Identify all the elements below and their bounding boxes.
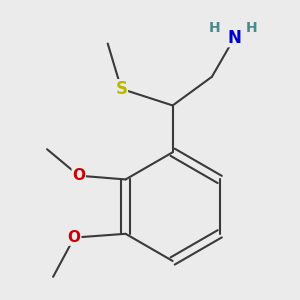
Text: H: H: [208, 21, 220, 35]
Text: O: O: [68, 230, 81, 245]
Text: H: H: [245, 21, 257, 35]
Text: N: N: [228, 28, 242, 46]
Text: O: O: [72, 168, 85, 183]
Text: S: S: [115, 80, 127, 98]
